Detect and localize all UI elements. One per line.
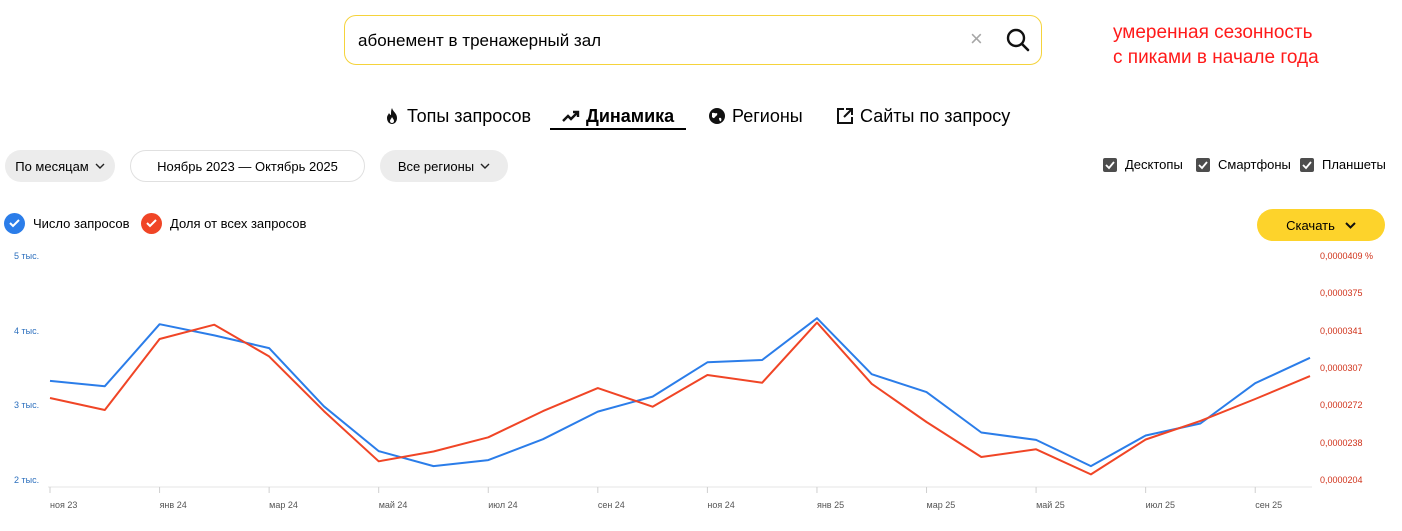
y-left-tick-label: 4 тыс. xyxy=(14,325,40,336)
date-range-picker[interactable]: Ноябрь 2023 — Октябрь 2025 xyxy=(130,150,365,182)
x-tick-label: мар 25 xyxy=(926,500,956,510)
x-tick-label: ноя 23 xyxy=(50,500,78,510)
tab-label: Топы запросов xyxy=(407,105,532,126)
tab-bar: Топы запросов Динамика Регионы Сайты по … xyxy=(0,102,1402,132)
tab-sites[interactable]: Сайты по запросу xyxy=(836,102,1010,130)
tab-label: Сайты по запросу xyxy=(860,105,1011,126)
region-dropdown[interactable]: Все регионы xyxy=(380,150,508,182)
y-left-tick-label: 2 тыс. xyxy=(14,475,40,485)
checkbox-label: Смартфоны xyxy=(1218,157,1291,172)
check-icon xyxy=(4,213,25,234)
checkbox-checked-icon xyxy=(1300,157,1314,172)
active-tab-underline xyxy=(550,128,686,130)
search-icon[interactable] xyxy=(1005,27,1031,53)
y-left-tick-label: 3 тыс. xyxy=(14,400,40,411)
search-box[interactable]: абонемент в тренажерный зал × xyxy=(344,15,1042,65)
x-tick-label: июл 24 xyxy=(488,500,518,510)
x-tick-label: янв 25 xyxy=(816,500,845,510)
download-label: Скачать xyxy=(1286,217,1335,233)
x-tick-label: июл 25 xyxy=(1145,500,1175,510)
legend-label: Число запросов xyxy=(33,216,130,231)
checkbox-label: Десктопы xyxy=(1125,157,1183,172)
y-right-tick-label: 0,0000409 % xyxy=(1320,251,1374,261)
legend-toggle-share[interactable]: Доля от всех запросов xyxy=(141,213,306,234)
checkbox-smartphones[interactable]: Смартфоны xyxy=(1196,157,1291,172)
y-right-tick-label: 0,0000238 xyxy=(1320,437,1363,448)
tab-regions[interactable]: Регионы xyxy=(708,102,803,130)
y-left-tick-label: 5 тыс. xyxy=(14,251,40,261)
y-right-tick-label: 0,0000204 xyxy=(1320,475,1363,485)
globe-icon xyxy=(709,108,725,124)
tab-label: Динамика xyxy=(586,105,675,126)
checkbox-checked-icon xyxy=(1196,157,1210,172)
annotation-line-2: с пиками в начале года xyxy=(1113,47,1319,68)
clear-icon[interactable]: × xyxy=(970,26,983,51)
trend-icon xyxy=(562,110,580,122)
tab-top-queries[interactable]: Топы запросов xyxy=(383,102,531,130)
y-right-tick-label: 0,0000375 xyxy=(1320,288,1363,299)
y-right-tick-label: 0,0000341 xyxy=(1320,325,1363,336)
chevron-down-icon xyxy=(1345,221,1356,229)
checkbox-desktops[interactable]: Десктопы xyxy=(1103,157,1183,172)
checkbox-checked-icon xyxy=(1103,157,1117,172)
x-tick-label: май 24 xyxy=(378,500,408,510)
x-tick-label: сен 24 xyxy=(597,500,625,510)
flame-icon xyxy=(387,108,397,124)
download-button[interactable]: Скачать xyxy=(1257,209,1385,241)
series-line-share xyxy=(49,321,1311,476)
series-line-count xyxy=(49,317,1311,468)
checkbox-label: Планшеты xyxy=(1322,157,1386,172)
region-label: Все регионы xyxy=(397,158,475,174)
external-link-icon xyxy=(837,108,853,124)
check-icon xyxy=(141,213,162,234)
tab-dynamics[interactable]: Динамика xyxy=(562,102,674,130)
annotation-note: умеренная сезонность с пиками в начале г… xyxy=(1113,20,1319,70)
tab-label: Регионы xyxy=(732,105,803,126)
y-right-tick-label: 0,0000272 xyxy=(1320,400,1363,411)
legend-label: Доля от всех запросов xyxy=(170,216,307,231)
y-right-tick-label: 0,0000307 xyxy=(1320,363,1363,373)
search-input[interactable]: абонемент в тренажерный зал xyxy=(358,31,602,50)
x-tick-label: сен 25 xyxy=(1255,500,1283,510)
checkbox-tablets[interactable]: Планшеты xyxy=(1300,157,1386,172)
period-dropdown[interactable]: По месяцам xyxy=(5,150,115,182)
annotation-line-1: умеренная сезонность xyxy=(1113,22,1313,43)
x-tick-label: май 25 xyxy=(1036,500,1065,510)
x-tick-label: мар 24 xyxy=(269,500,298,510)
period-label: По месяцам xyxy=(15,158,89,174)
x-tick-label: янв 24 xyxy=(159,500,187,510)
legend-toggle-count[interactable]: Число запросов xyxy=(4,213,129,234)
date-range-label: Ноябрь 2023 — Октябрь 2025 xyxy=(157,158,338,174)
chevron-down-icon xyxy=(95,163,105,169)
x-tick-label: ноя 24 xyxy=(707,500,735,510)
chevron-down-icon xyxy=(480,163,490,169)
